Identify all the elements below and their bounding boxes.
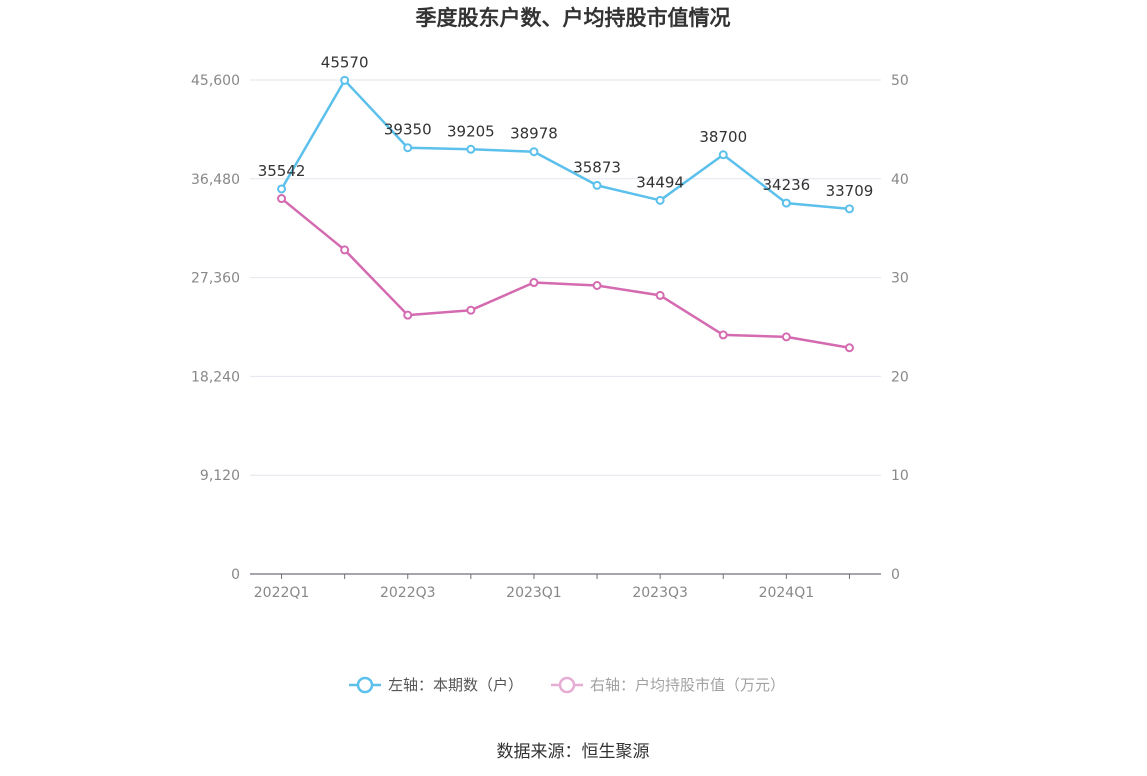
data-label: 35542 [258, 162, 306, 180]
y-left-tick-label: 45,600 [191, 73, 240, 89]
x-tick-label: 2022Q3 [380, 585, 436, 601]
x-tick-label: 2024Q1 [759, 585, 815, 601]
legend-item-1[interactable]: 左轴：本期数（户） [349, 676, 523, 694]
y-right-tick-label: 50 [891, 73, 909, 89]
series-layer: 35542 45570 39350 39205 38978 35873 34494 38700… [258, 53, 874, 353]
data-point[interactable] [466, 305, 476, 315]
data-point[interactable] [655, 195, 665, 205]
data-point[interactable] [529, 147, 539, 157]
legend-label: 右轴：户均持股市值（万元） [590, 676, 785, 694]
y-left-axis: 0 9,120 18,240 27,360 36,480 45,600 [191, 73, 240, 583]
data-label: 45570 [321, 53, 369, 71]
legend-item-2[interactable]: 右轴：户均持股市值（万元） [551, 676, 785, 694]
data-point[interactable] [844, 204, 854, 214]
data-label: 34236 [762, 176, 810, 194]
data-label: 33709 [826, 182, 874, 200]
x-tick-label: 2023Q1 [506, 585, 562, 601]
data-label: 38700 [699, 128, 747, 146]
data-point[interactable] [277, 194, 287, 204]
data-point[interactable] [277, 184, 287, 194]
y-right-axis: 0 10 20 30 40 50 [891, 73, 909, 583]
data-point[interactable] [592, 281, 602, 291]
chart-title: 季度股东户数、户均持股市值情况 [416, 6, 731, 30]
series-2 [277, 194, 854, 353]
data-label: 39205 [447, 122, 495, 140]
data-point[interactable] [718, 330, 728, 340]
y-right-tick-label: 40 [891, 172, 909, 188]
legend-label: 左轴：本期数（户） [388, 676, 523, 694]
data-point[interactable] [466, 144, 476, 154]
legend-marker [356, 676, 374, 694]
data-point[interactable] [781, 198, 791, 208]
data-point[interactable] [781, 332, 791, 342]
y-left-tick-label: 9,120 [200, 468, 240, 484]
x-axis: 2022Q1 2022Q3 2023Q1 2023Q3 2024Q1 [250, 573, 881, 601]
y-left-tick-label: 27,360 [191, 271, 240, 287]
y-right-tick-label: 20 [891, 369, 909, 385]
data-point[interactable] [655, 290, 665, 300]
data-point[interactable] [340, 245, 350, 255]
y-right-tick-label: 30 [891, 271, 909, 287]
data-point[interactable] [529, 278, 539, 288]
x-tick-label: 2022Q1 [254, 585, 310, 601]
y-right-tick-label: 10 [891, 468, 909, 484]
data-label: 34494 [636, 173, 684, 191]
y-right-tick-label: 0 [891, 567, 900, 583]
legend[interactable]: 左轴：本期数（户） 右轴：户均持股市值（万元） [349, 676, 785, 694]
data-point[interactable] [718, 150, 728, 160]
data-point[interactable] [592, 180, 602, 190]
data-point[interactable] [403, 310, 413, 320]
source-note: 数据来源：恒生聚源 [497, 742, 650, 762]
grid-lines [250, 79, 881, 476]
y-left-tick-label: 18,240 [191, 369, 240, 385]
data-label: 39350 [384, 121, 432, 139]
data-point[interactable] [340, 75, 350, 85]
x-tick-label: 2023Q3 [632, 585, 688, 601]
series-line [280, 79, 850, 211]
y-left-tick-label: 0 [231, 567, 240, 583]
data-label: 35873 [573, 158, 621, 176]
data-point[interactable] [844, 343, 854, 353]
y-left-tick-label: 36,480 [191, 172, 240, 188]
legend-marker [558, 676, 576, 694]
data-point[interactable] [403, 143, 413, 153]
series-line [280, 197, 850, 349]
data-label: 38978 [510, 125, 558, 143]
series-1: 35542 45570 39350 39205 38978 35873 34494 38700… [258, 53, 874, 214]
